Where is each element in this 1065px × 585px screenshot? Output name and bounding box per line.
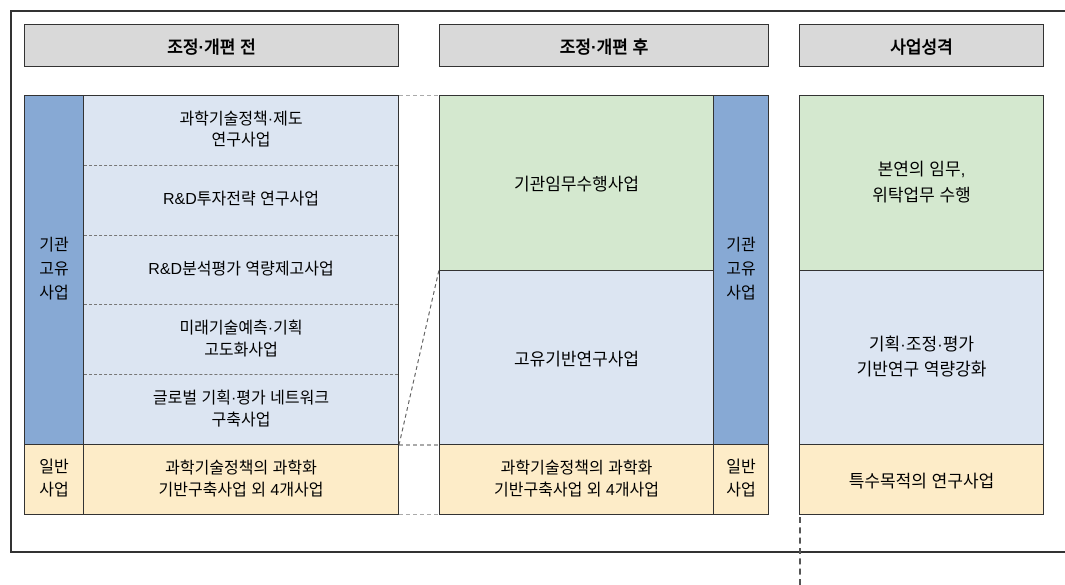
side-label-institution: 기관고유사업: [24, 95, 84, 445]
col1-items: 과학기술정책·제도연구사업 R&D투자전략 연구사업 R&D분석평가 역량제고사…: [84, 95, 399, 445]
header-row: 조정·개편 전 조정·개편 후 사업성격: [24, 24, 1061, 67]
col1-item-1: R&D투자전략 연구사업: [84, 166, 398, 236]
col1-item-0: 과학기술정책·제도연구사업: [84, 96, 398, 166]
col3-bottom: 특수목적의 연구사업: [799, 445, 1044, 515]
col2-bottom-content: 과학기술정책의 과학화기반구축사업 외 4개사업: [439, 445, 714, 515]
side-label-general: 일반사업: [24, 445, 84, 515]
header-nature: 사업성격: [799, 24, 1044, 67]
connector-lines: [399, 95, 439, 515]
col1-bottom-content: 과학기술정책의 과학화기반구축사업 외 4개사업: [84, 445, 399, 515]
col3-blue: 기획·조정·평가기반연구 역량강화: [800, 270, 1043, 445]
col2-top: 기관임무수행사업 고유기반연구사업 기관고유사업: [439, 95, 769, 445]
side-label-general-r: 일반사업: [714, 445, 769, 515]
col1-top: 기관고유사업 과학기술정책·제도연구사업 R&D투자전략 연구사업 R&D분석평…: [24, 95, 399, 445]
header-after: 조정·개편 후: [439, 24, 769, 67]
column-before: 기관고유사업 과학기술정책·제도연구사업 R&D투자전략 연구사업 R&D분석평…: [24, 95, 399, 515]
header-before: 조정·개편 전: [24, 24, 399, 67]
col2-bottom: 과학기술정책의 과학화기반구축사업 외 4개사업 일반사업: [439, 445, 769, 515]
column-nature: 본연의 임무,위탁업무 수행 기획·조정·평가기반연구 역량강화 특수목적의 연…: [799, 95, 1044, 515]
col2-stack: 기관임무수행사업 고유기반연구사업: [439, 95, 714, 445]
diagram-container: 조정·개편 전 조정·개편 후 사업성격 기관고유사업 과학기술정책·제도연구사…: [10, 10, 1065, 553]
side-label-institution-r: 기관고유사업: [714, 95, 769, 445]
col1-bottom: 일반사업 과학기술정책의 과학화기반구축사업 외 4개사업: [24, 445, 399, 515]
col1-item-4: 글로벌 기획·평가 네트워크구축사업: [84, 375, 398, 444]
dashed-separator: [799, 517, 801, 585]
col2-blue: 고유기반연구사업: [440, 270, 713, 445]
column-after: 기관임무수행사업 고유기반연구사업 기관고유사업 과학기술정책의 과학화기반구축…: [439, 95, 769, 515]
col1-item-2: R&D분석평가 역량제고사업: [84, 236, 398, 306]
col1-item-3: 미래기술예측·기획고도화사업: [84, 305, 398, 375]
col3-top: 본연의 임무,위탁업무 수행 기획·조정·평가기반연구 역량강화: [799, 95, 1044, 445]
col3-green: 본연의 임무,위탁업무 수행: [800, 96, 1043, 270]
col2-green: 기관임무수행사업: [440, 96, 713, 270]
body-row: 기관고유사업 과학기술정책·제도연구사업 R&D투자전략 연구사업 R&D분석평…: [24, 95, 1061, 515]
